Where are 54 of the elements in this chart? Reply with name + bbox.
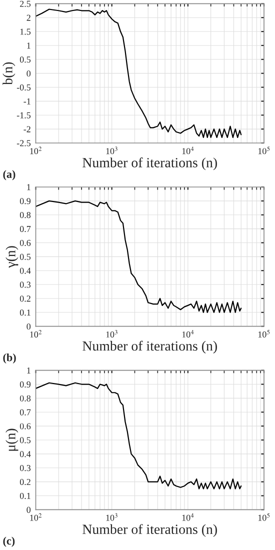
x-tick-label: 10$^{4}$	[182, 513, 194, 521]
y-tick-label: 0	[26, 323, 31, 330]
x-axis-title: Number of iterations (n)	[82, 524, 217, 537]
x-tick-label: 10$^{3}$	[106, 330, 118, 338]
x-tick-label: 10$^{5}$	[258, 146, 270, 154]
y-tick-label: -2.5	[16, 140, 31, 146]
y-tick-label: -2	[24, 126, 30, 132]
y-tick-label: 0.9	[20, 381, 31, 388]
x-tick-label: 10$^{4}$	[182, 330, 194, 338]
text: (b)	[3, 353, 16, 364]
x-tick-label: 10$^{3}$	[106, 513, 118, 521]
y-tick-label: 0.2	[20, 296, 30, 302]
y-tick-label: 2	[26, 14, 30, 21]
x-tick-label: 10$^{3}$	[106, 146, 118, 154]
y-tick-label: 1.5	[20, 28, 31, 35]
y-tick-label: 0.1	[20, 492, 30, 499]
y-tick-label: -0.5	[16, 84, 31, 91]
x-axis-title: Number of iterations (n)	[82, 340, 217, 354]
y-tick-label: 1	[27, 368, 30, 374]
y-tick-label: 0	[26, 70, 31, 77]
y-tick-label: 0.5	[20, 254, 31, 260]
x-axis-title: Number of iterations (n)	[82, 157, 217, 170]
y-tick-label: 0.3	[20, 464, 31, 472]
text: (a)	[3, 170, 16, 180]
y-tick-label: 0.3	[20, 282, 31, 288]
y-axis-title: b(n)	[2, 62, 16, 85]
y-tick-label: 0.5	[20, 437, 31, 444]
y-tick-label: 0.4	[20, 268, 31, 274]
y-tick-label: 0.8	[20, 212, 31, 218]
y-tick-label: 0.2	[20, 478, 30, 486]
y-tick-label: 1	[27, 184, 30, 190]
y-tick-label: 0.4	[20, 451, 31, 458]
y-tick-label: -1.5	[16, 112, 31, 118]
y-tick-label: 0.9	[20, 198, 31, 204]
y-tick-label: 0.1	[20, 310, 30, 316]
x-tick-label: 10$^{2}$	[30, 146, 42, 154]
y-tick-label: 0.8	[20, 395, 31, 402]
x-tick-label: 10$^{2}$	[30, 513, 42, 521]
y-tick-label: 0	[26, 506, 31, 513]
y-tick-label: 0.6	[20, 240, 31, 246]
y-tick-label: -1	[24, 98, 30, 104]
y-tick-label: 0.6	[20, 423, 31, 430]
y-tick-label: 2.5	[20, 0, 31, 7]
y-tick-label: 0.7	[20, 226, 31, 232]
x-tick-label: 10$^{5}$	[258, 330, 270, 338]
y-axis-title: μ(n)	[6, 428, 18, 451]
x-tick-label: 10$^{5}$	[258, 513, 270, 521]
x-tick-label: 10$^{4}$	[182, 146, 194, 154]
x-tick-label: 10$^{2}$	[30, 330, 42, 338]
text: (c)	[3, 536, 15, 547]
y-axis-title: γ(n)	[6, 246, 18, 268]
y-tick-label: 1	[27, 42, 30, 49]
y-tick-label: 0.7	[20, 409, 31, 416]
y-tick-label: 0.5	[20, 56, 31, 63]
